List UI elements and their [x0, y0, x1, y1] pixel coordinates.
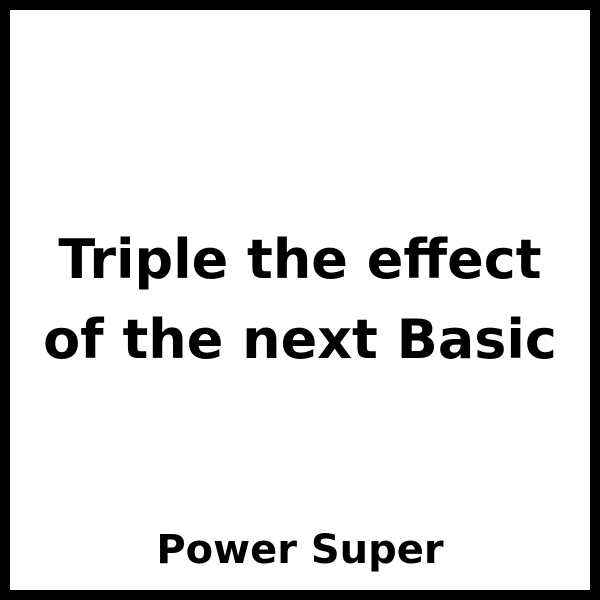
- card-effect-line-2: of the next Basic: [43, 308, 557, 371]
- card-type-label: Power Super: [156, 527, 444, 573]
- card-effect-line-1: Triple the effect: [58, 228, 542, 291]
- card-effect-text: Triple the effect of the next Basic: [10, 220, 590, 380]
